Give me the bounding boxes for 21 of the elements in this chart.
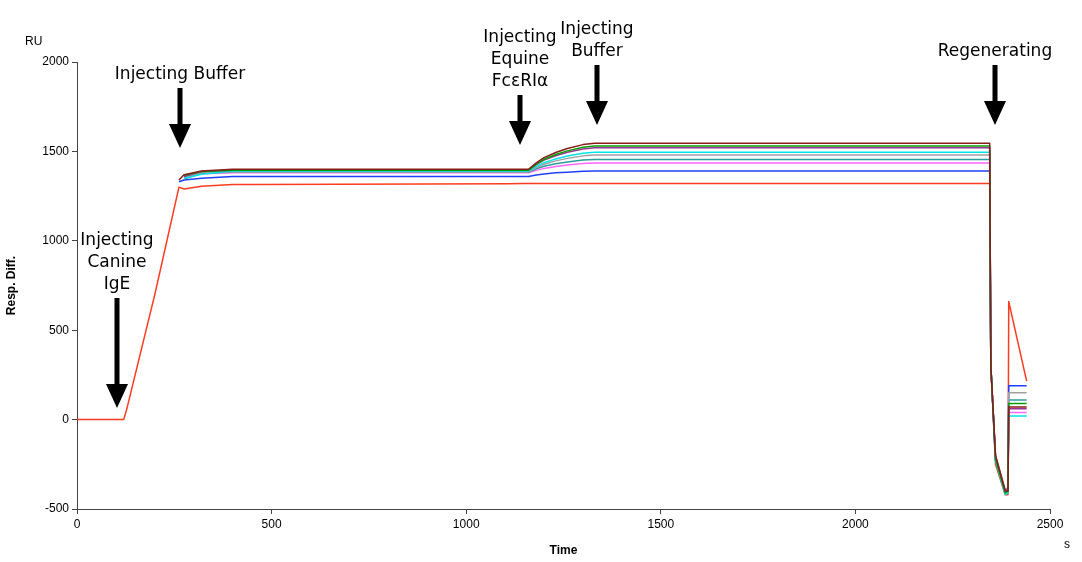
x-tick-label: 500 xyxy=(261,516,282,531)
annotation: Injecting Buffer xyxy=(114,62,246,84)
y-tick-label: 1500 xyxy=(42,143,70,158)
x-tick-label: 1500 xyxy=(647,516,675,531)
y-tick-label: 1000 xyxy=(42,233,70,248)
x-tick-label: 1000 xyxy=(452,516,480,531)
annotation: Injecting Equine FcεRIα xyxy=(483,25,557,91)
y-tick-label: 2000 xyxy=(42,54,70,69)
y-tick-label: 0 xyxy=(62,411,70,426)
x-axis-title: Time xyxy=(549,543,578,558)
y-tick-label: 500 xyxy=(48,322,70,337)
text: RU xyxy=(25,34,43,48)
y-axis-title: Resp. Diff. xyxy=(3,255,18,316)
x-tick-label: 2000 xyxy=(842,516,870,531)
text: Injecting Buffer xyxy=(560,17,634,61)
x-tick-label: 2500 xyxy=(1036,516,1064,531)
text: Regenerating xyxy=(937,39,1053,61)
text: s xyxy=(1064,537,1070,551)
annotation: Injecting Canine IgE xyxy=(80,228,154,294)
x-tick-label: 0 xyxy=(73,516,81,531)
y-tick-label: -500 xyxy=(44,501,70,516)
